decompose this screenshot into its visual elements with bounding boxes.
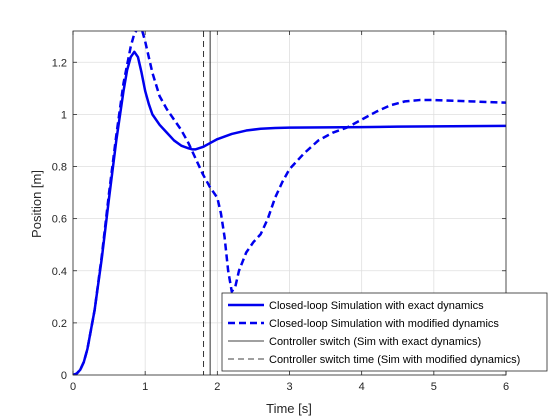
y-tick-label: 0.4	[52, 266, 67, 278]
x-tick-label: 5	[431, 381, 437, 393]
y-tick-label: 0.8	[52, 162, 67, 174]
legend-label: Controller switch (Sim with exact dynami…	[269, 336, 481, 348]
x-tick-label: 3	[286, 381, 292, 393]
legend-entry-exact-dynamics: Closed-loop Simulation with exact dynami…	[228, 300, 484, 312]
y-tick-label: 1.2	[52, 57, 67, 69]
axes	[72, 30, 507, 376]
x-tick-label: 1	[142, 381, 148, 393]
y-axis-label: Position [m]	[29, 170, 44, 238]
x-tick-label: 0	[70, 381, 76, 393]
x-tick-label: 2	[214, 381, 220, 393]
x-tick-label: 4	[359, 381, 365, 393]
x-axis-label: Time [s]	[266, 401, 312, 416]
legend-entry-modified-dynamics: Closed-loop Simulation with modified dyn…	[228, 318, 499, 330]
y-tick-label: 1	[61, 109, 67, 121]
plot-area	[73, 31, 506, 375]
legend-box	[221, 292, 548, 372]
tick-labels: 0 1 2 3 4 5 6 0 0.2 0.4 0.6 0.8 1 1.2	[52, 57, 509, 393]
legend-label: Closed-loop Simulation with modified dyn…	[269, 318, 499, 330]
legend-label: Closed-loop Simulation with exact dynami…	[269, 300, 484, 312]
legend-entry-switch-exact: Controller switch (Sim with exact dynami…	[228, 336, 481, 348]
y-tick-label: 0.2	[52, 318, 67, 330]
plot-content	[73, 31, 506, 375]
y-tick-label: 0.6	[52, 214, 67, 226]
series-modified-dynamics	[73, 31, 506, 375]
legend-label: Controller switch time (Sim with modifie…	[269, 354, 520, 366]
legend-entry-switch-modified: Controller switch time (Sim with modifie…	[228, 354, 520, 366]
legend: Closed-loop Simulation with exact dynami…	[221, 292, 548, 372]
x-tick-label: 6	[503, 381, 509, 393]
y-tick-label: 0	[61, 370, 67, 382]
